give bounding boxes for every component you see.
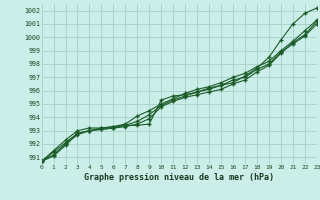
X-axis label: Graphe pression niveau de la mer (hPa): Graphe pression niveau de la mer (hPa) <box>84 173 274 182</box>
